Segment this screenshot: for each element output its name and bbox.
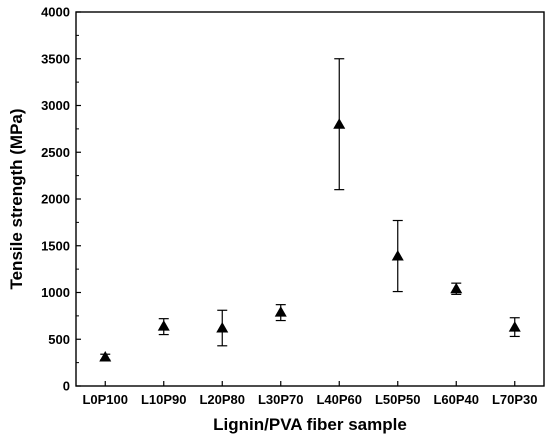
data-point (157, 318, 170, 336)
plot-area (75, 11, 545, 387)
x-tick-label: L30P70 (258, 392, 304, 407)
y-tick-label: 500 (48, 332, 70, 347)
data-point (333, 58, 346, 191)
x-tick-label: L10P90 (141, 392, 187, 407)
triangle-marker (99, 351, 112, 362)
triangle-marker (274, 306, 287, 317)
triangle-marker (333, 118, 346, 129)
data-point (216, 309, 229, 347)
y-axis: 0 500 1000 1500 2000 2500 3000 3500 4000 (41, 5, 81, 394)
x-tick-label: L70P30 (492, 392, 538, 407)
triangle-marker (391, 250, 404, 261)
triangle-marker (450, 282, 463, 294)
x-tick-label: L60P40 (433, 392, 479, 407)
data-point (450, 282, 463, 295)
series-layer (99, 58, 521, 362)
x-tick-label: L0P100 (82, 392, 128, 407)
y-tick-label: 2500 (41, 145, 70, 160)
data-point (274, 304, 287, 322)
y-tick-label: 3000 (41, 98, 70, 113)
x-axis: L0P100 L10P90 L20P80 L30P70 L40P60 L50P50 L60P… (82, 381, 538, 407)
x-axis-title: Lignin/PVA fiber sample (213, 415, 407, 434)
plot-frame (75, 11, 545, 387)
x-tick-label: L50P50 (375, 392, 421, 407)
data-point (508, 317, 521, 338)
y-tick-label: 1000 (41, 285, 70, 300)
data-point (99, 351, 112, 362)
triangle-marker (157, 320, 170, 331)
y-tick-label: 0 (63, 379, 70, 394)
y-tick-label: 1500 (41, 238, 70, 253)
x-tick-label: L20P80 (199, 392, 245, 407)
triangle-marker (216, 322, 229, 333)
x-tick-label: L40P60 (316, 392, 362, 407)
y-tick-label: 4000 (41, 5, 70, 20)
y-tick-label: 3500 (41, 51, 70, 66)
triangle-marker (508, 321, 521, 332)
data-point (391, 219, 404, 293)
y-axis-title: Tensile strength (MPa) (7, 108, 26, 289)
y-tick-label: 2000 (41, 192, 70, 207)
